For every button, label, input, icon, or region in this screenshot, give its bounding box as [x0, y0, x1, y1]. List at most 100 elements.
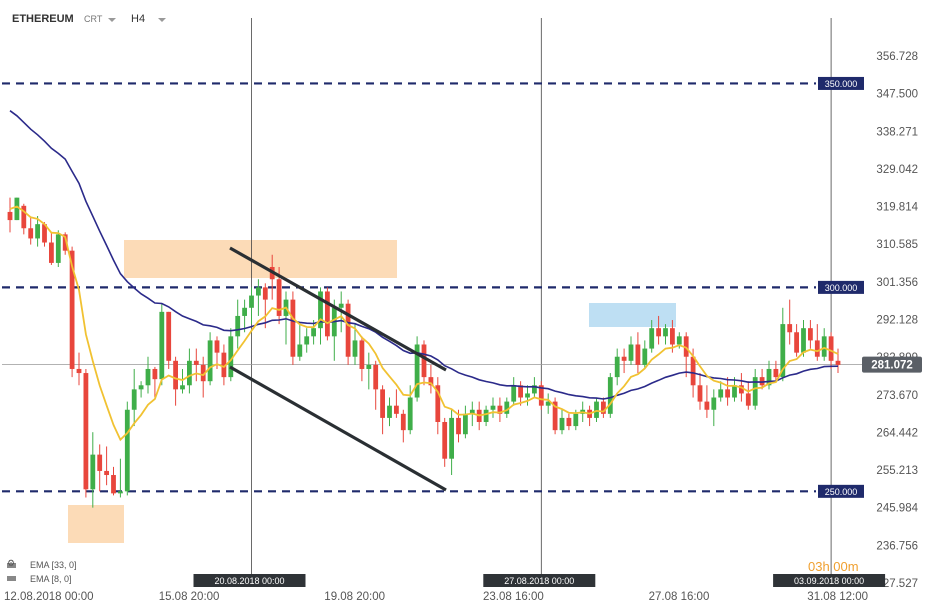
candle-body — [290, 299, 296, 357]
candle-61 — [428, 364, 434, 394]
type-dropdown-icon[interactable] — [108, 18, 116, 22]
candle-72 — [504, 397, 510, 418]
candle-body — [380, 389, 385, 418]
current-price-background — [862, 356, 922, 373]
candle-body — [373, 364, 379, 390]
candle-body — [242, 307, 247, 316]
candle-body — [739, 385, 744, 394]
candle-body — [766, 368, 772, 386]
candle-body — [111, 475, 116, 494]
candle-25 — [180, 368, 185, 394]
candle-49 — [345, 299, 351, 365]
candle-body — [14, 197, 20, 221]
candle-84 — [587, 405, 592, 427]
candle-body — [718, 389, 724, 398]
candle-43 — [304, 328, 310, 353]
candle-88 — [614, 348, 620, 386]
blue-zone-box — [589, 303, 676, 327]
candle-body — [400, 413, 406, 431]
candle-115 — [801, 320, 806, 357]
legend-ema-fast[interactable]: EMA [8, 0] — [30, 574, 72, 584]
candle-93 — [649, 320, 655, 353]
candle-body — [276, 279, 282, 316]
candle-77 — [538, 381, 544, 410]
candle-body — [118, 491, 123, 494]
candle-34 — [242, 299, 247, 333]
marker-label-0: 20.08.2018 00:00 — [214, 576, 284, 586]
candle-94 — [656, 315, 661, 345]
candle-body — [297, 344, 303, 357]
candle-body — [449, 417, 454, 459]
candle-body — [676, 336, 682, 345]
candle-body — [463, 413, 468, 435]
candle-117 — [814, 324, 820, 361]
candle-body — [559, 417, 565, 431]
x-tick-2: 19.08 20:00 — [324, 591, 385, 603]
candle-body — [42, 224, 47, 243]
candle-31 — [221, 344, 227, 386]
channel-lines[interactable] — [229, 246, 447, 492]
candle-body — [504, 401, 510, 414]
candle-body — [407, 397, 413, 431]
candle-109 — [759, 368, 765, 390]
candle-100 — [697, 373, 703, 410]
x-tick-5: 31.08 12:00 — [807, 591, 868, 603]
type-label[interactable]: CRT — [84, 14, 103, 24]
y-tick-6: 301.356 — [876, 277, 918, 289]
candle-120 — [835, 348, 841, 374]
y-tick-2: 338.271 — [876, 126, 918, 138]
chart-header: ETHEREUM CRT H4 — [12, 13, 166, 25]
x-tick-1: 15.08 20:00 — [159, 591, 220, 603]
legend-ema-slow[interactable]: EMA [33, 0] — [30, 560, 77, 570]
current-price-label: 281.072 — [871, 360, 913, 372]
timeframe-dropdown-icon[interactable] — [158, 18, 166, 22]
candle-body — [187, 360, 192, 386]
candle-body — [200, 364, 206, 382]
support-zone-box — [68, 505, 124, 543]
candle-90 — [628, 336, 634, 365]
candle-body — [732, 385, 737, 398]
candle-body — [428, 377, 434, 386]
candle-52 — [366, 352, 372, 390]
current-price-tag: 281.072 — [862, 356, 922, 373]
candle-body — [7, 211, 13, 221]
time-marker-labels: 20.08.2018 00:00 27.08.2018 00:00 03.09.20… — [193, 574, 886, 587]
legend-settings-icon[interactable]: ⚙ — [7, 558, 15, 568]
candle-36 — [256, 279, 261, 316]
y-tick-14: 227.527 — [876, 578, 918, 590]
y-tick-10: 264.442 — [876, 427, 918, 439]
candle-body — [145, 368, 151, 386]
candle-14 — [104, 446, 109, 486]
candle-body — [794, 332, 799, 353]
candle-body — [394, 405, 399, 414]
candle-59 — [414, 336, 420, 402]
candle-85 — [594, 397, 599, 422]
marker-label-2: 03.09.2018 00:00 — [794, 576, 864, 586]
level-label-bg-0 — [818, 76, 864, 90]
candle-29 — [207, 332, 213, 386]
candle-62 — [435, 377, 441, 435]
candle-timer: 03h 00m — [808, 559, 859, 574]
candle-body — [573, 413, 579, 427]
y-tick-3: 329.042 — [876, 164, 918, 176]
candle-23 — [166, 311, 172, 369]
candle-body — [601, 401, 606, 414]
candle-body — [76, 368, 82, 374]
candle-42 — [297, 324, 303, 361]
candle-body — [62, 234, 68, 251]
channel-lower-line — [229, 365, 447, 492]
candle-body — [387, 405, 392, 418]
candle-body — [228, 336, 234, 378]
timeframe-label[interactable]: H4 — [131, 13, 145, 25]
candle-92 — [642, 340, 648, 369]
candle-body — [97, 454, 103, 471]
candle-body — [166, 311, 172, 361]
candle-body — [421, 344, 427, 378]
candle-body — [256, 287, 261, 296]
candle-body — [752, 377, 758, 406]
candle-body — [318, 291, 323, 329]
candle-79 — [552, 397, 558, 435]
candle-body — [835, 360, 841, 365]
candle-86 — [601, 397, 606, 418]
